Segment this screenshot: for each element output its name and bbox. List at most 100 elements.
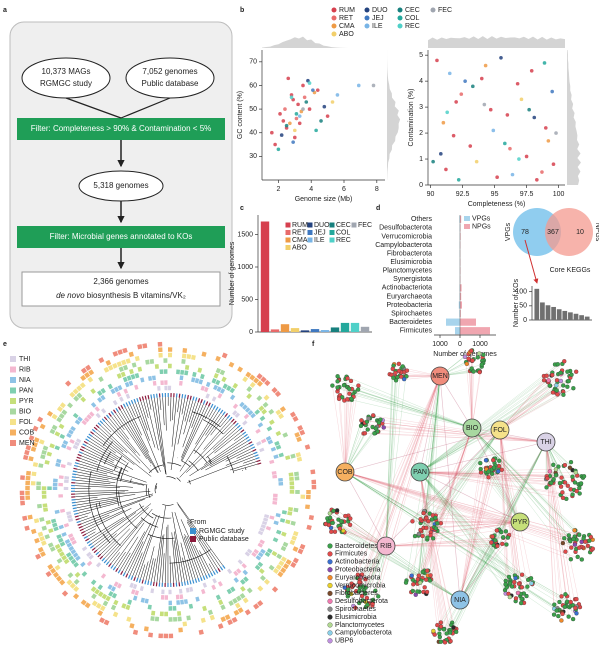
leaf-source xyxy=(73,512,79,515)
leaf-source xyxy=(189,580,192,585)
ring-segment xyxy=(110,388,116,395)
genome-node xyxy=(464,361,469,367)
tree-leaf xyxy=(181,403,204,458)
ring-segment xyxy=(202,582,208,588)
y-axis-label: GC content (%) xyxy=(237,91,244,139)
tree-branch xyxy=(181,460,191,467)
ring-segment xyxy=(132,629,139,636)
legend-marker xyxy=(331,15,337,21)
network-edge xyxy=(347,545,387,597)
y-tick-label: 0 xyxy=(419,182,423,189)
genome-node xyxy=(558,378,564,384)
ring-segment xyxy=(184,364,190,370)
tree-branch xyxy=(102,533,111,544)
y-axis-label: Number of KOs xyxy=(513,278,520,327)
genome-node xyxy=(479,362,484,367)
genome-node xyxy=(554,383,559,388)
genome-node xyxy=(501,535,506,540)
legend-swatch xyxy=(10,440,16,446)
scatter-point xyxy=(319,119,323,123)
leaf-source xyxy=(208,402,211,407)
ring-segment xyxy=(257,600,264,607)
scatter-point xyxy=(297,121,302,126)
ring-segment xyxy=(66,445,72,451)
leaf-source xyxy=(82,443,87,447)
category-label: Desulfobacterota xyxy=(379,225,432,232)
network-edge xyxy=(367,429,547,443)
tree-leaf xyxy=(117,536,139,569)
leaf-source xyxy=(93,426,98,431)
network-edge xyxy=(414,429,501,537)
ring-segment xyxy=(265,435,272,441)
leaf-source xyxy=(256,459,261,463)
leaf-source xyxy=(79,448,84,452)
network-edge xyxy=(344,471,570,540)
network-edge xyxy=(385,374,392,547)
genome-node xyxy=(362,431,368,436)
ring-segment xyxy=(267,439,274,445)
genome-node xyxy=(471,369,476,374)
genome-node xyxy=(425,535,430,540)
genome-node xyxy=(513,575,518,581)
legend-swatch xyxy=(10,366,16,373)
genome-node xyxy=(416,531,422,537)
network-edge xyxy=(419,390,557,473)
scatter-point xyxy=(479,76,484,81)
ring-segment xyxy=(55,575,63,582)
ring-segment xyxy=(116,361,122,367)
genome-node xyxy=(373,588,378,593)
ring-segment xyxy=(68,555,74,561)
ring-segment xyxy=(232,597,238,604)
network-edge xyxy=(365,424,547,443)
venn-set-label: NPGs xyxy=(594,223,599,242)
leaf-source xyxy=(234,422,239,427)
network-edge xyxy=(385,544,498,547)
network-nodes xyxy=(323,348,595,645)
network-edge xyxy=(385,544,507,547)
y-axis-label: Number of genomes xyxy=(229,241,236,305)
genome-node xyxy=(438,639,443,644)
network-edge xyxy=(344,422,380,473)
ring-segment xyxy=(250,412,256,419)
genome-node xyxy=(513,596,519,601)
genome-node xyxy=(470,358,475,363)
genome-node xyxy=(329,529,334,534)
tree-leaf xyxy=(84,508,132,532)
network-edge xyxy=(471,427,570,540)
ring-segment xyxy=(239,592,246,599)
network-edge xyxy=(419,471,508,586)
x-axis-label: Number of genomes xyxy=(433,351,497,358)
ring-segment xyxy=(76,385,83,392)
ring-segment xyxy=(108,590,114,597)
ring-segment xyxy=(54,431,61,437)
genome-node xyxy=(486,475,491,480)
legend-swatch xyxy=(10,356,16,362)
genome-node xyxy=(438,521,444,526)
vitamin-hub xyxy=(335,462,355,482)
ring-segment xyxy=(266,548,273,554)
network-edge xyxy=(344,545,387,588)
ring-segment xyxy=(257,422,264,428)
genome-node xyxy=(574,611,579,616)
network-edge xyxy=(418,375,441,581)
ring-segment xyxy=(275,529,282,535)
network-edge xyxy=(385,376,407,547)
genome-node xyxy=(565,384,570,389)
network-edge xyxy=(419,471,573,495)
legend-label: PAN xyxy=(19,387,33,394)
leaf-source xyxy=(85,438,90,442)
network-edge xyxy=(419,375,441,592)
network-edge xyxy=(419,375,441,583)
network-edge xyxy=(372,375,441,604)
ring-segment xyxy=(86,414,92,420)
ring-segment xyxy=(58,524,64,530)
network-edge xyxy=(419,471,523,588)
network-edge xyxy=(347,386,473,429)
genome-node xyxy=(577,485,582,491)
tree-leaf xyxy=(130,404,136,417)
ring-segment xyxy=(232,403,239,410)
network-edge xyxy=(337,388,473,429)
category-label: Spirochaetes xyxy=(391,310,432,317)
ring-segment xyxy=(183,599,189,605)
ring-segment xyxy=(65,552,72,558)
